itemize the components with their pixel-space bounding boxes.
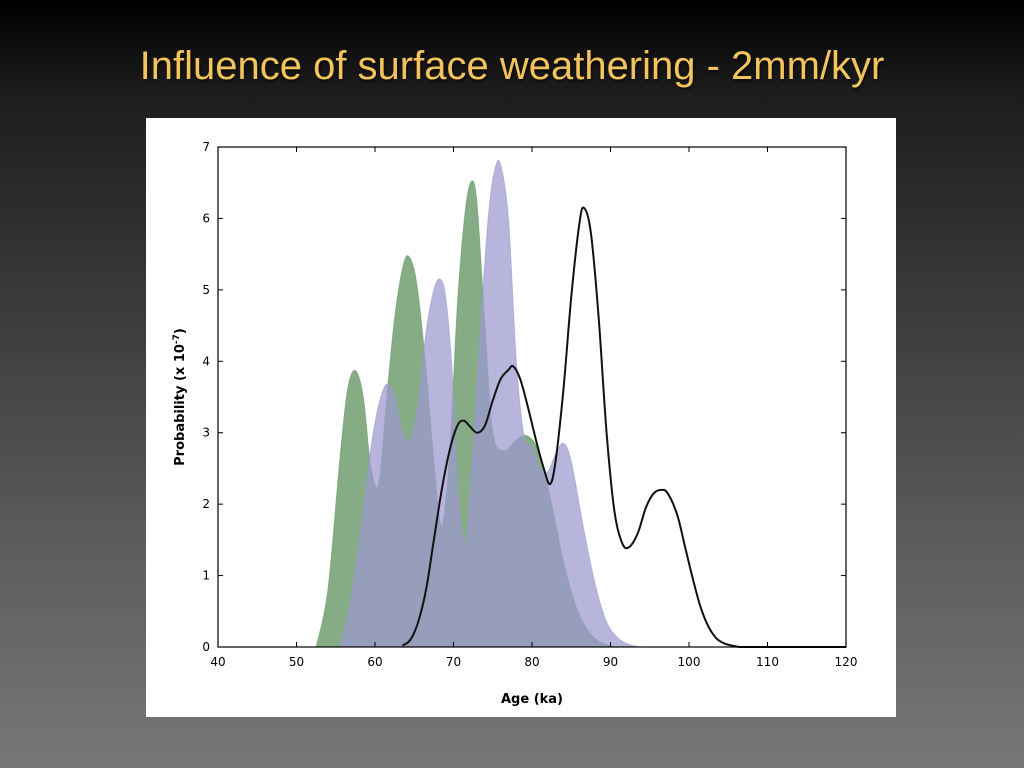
probability-chart: 40 50 60 70 80 90 100 110 120 0 1 2 3 4 5 6 7 Age (ka) P… <box>172 140 857 707</box>
y-axis-label-exponent: -7 <box>172 334 182 344</box>
x-tick-label: 60 <box>367 655 382 669</box>
chart-panel: 40 50 60 70 80 90 100 110 120 0 1 2 3 4 5 6 7 Age (ka) P… <box>146 118 896 717</box>
series-area-purple <box>339 159 658 648</box>
x-tick-label: 110 <box>756 655 779 669</box>
y-tick-label: 2 <box>202 497 210 511</box>
y-tick-label: 6 <box>202 211 210 225</box>
x-tick-label: 50 <box>289 655 304 669</box>
x-tick-label: 80 <box>524 655 539 669</box>
plot-series <box>315 159 846 648</box>
axis-ticks: 40 50 60 70 80 90 100 110 120 0 1 2 3 4 5 6 7 <box>202 140 857 669</box>
slide-title: Influence of surface weathering - 2mm/ky… <box>139 44 885 88</box>
x-tick-label: 120 <box>835 655 858 669</box>
y-axis-label-main: Probability (x 10 <box>173 344 188 466</box>
x-tick-label: 100 <box>678 655 701 669</box>
y-tick-label: 5 <box>202 283 210 297</box>
y-tick-label: 7 <box>202 140 210 154</box>
x-tick-label: 70 <box>446 655 461 669</box>
y-tick-label: 0 <box>202 640 210 654</box>
x-axis-label: Age (ka) <box>501 692 563 707</box>
y-axis-label-close: ) <box>173 328 188 334</box>
series-line-black <box>401 206 846 648</box>
y-axis-label: Probability (x 10-7) <box>172 328 188 466</box>
y-tick-label: 4 <box>202 354 210 368</box>
x-tick-label: 90 <box>603 655 618 669</box>
y-tick-label: 1 <box>202 569 210 583</box>
y-tick-label: 3 <box>202 426 210 440</box>
x-tick-label: 40 <box>210 655 225 669</box>
